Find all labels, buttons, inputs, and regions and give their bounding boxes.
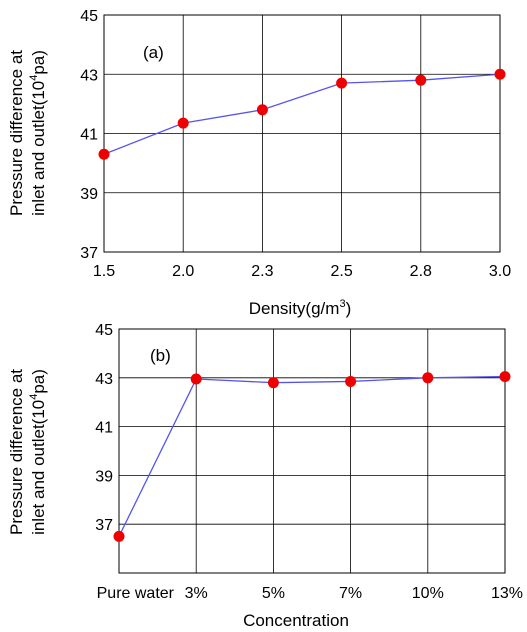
y-axis-title-b-sup: 4 <box>28 394 40 400</box>
y-axis-title-b-main: inlet and outlet(10 <box>29 400 48 535</box>
data-point-a-3 <box>336 77 348 89</box>
data-point-a-2 <box>256 104 268 116</box>
grid-b <box>119 329 505 573</box>
series-b <box>113 371 511 542</box>
y-axis-title-a-line2: inlet and outlet(104pa) <box>28 50 48 216</box>
y-axis-title-a-line1: Pressure difference at <box>7 50 26 216</box>
y-axis-title-b-line2: inlet and outlet(104pa) <box>28 369 48 535</box>
x-tick-labels-b: Pure water 3% 5% 7% 10% 13% <box>97 585 523 602</box>
data-point-b-1 <box>190 373 202 385</box>
series-line-a <box>103 73 501 155</box>
data-point-b-4 <box>422 372 434 384</box>
y-tick-label-b-2: 41 <box>95 420 113 437</box>
x-tick-label-b-5: 13% <box>491 585 523 602</box>
y-tick-label-b-4: 45 <box>95 322 113 339</box>
data-point-a-4 <box>415 74 427 86</box>
y-axis-title-a-sup: 4 <box>28 75 40 81</box>
data-point-a-5 <box>494 68 506 80</box>
x-tick-label-a-1: 2.0 <box>172 263 194 280</box>
y-tick-label-a-2: 41 <box>80 127 98 144</box>
x-tick-label-a-4: 2.8 <box>410 263 432 280</box>
data-point-b-3 <box>345 375 357 387</box>
x-tick-label-b-0: Pure water <box>97 585 175 602</box>
x-tick-label-a-5: 3.0 <box>489 263 511 280</box>
y-axis-title-a: Pressure difference at inlet and outlet(… <box>7 50 48 216</box>
y-axis-title-a-tail: pa) <box>29 50 48 75</box>
data-point-a-0 <box>98 148 110 160</box>
series-a <box>98 68 506 160</box>
y-tick-label-a-1: 39 <box>80 186 98 203</box>
data-point-a-1 <box>177 117 189 129</box>
x-axis-title-a: Density(g/m3) <box>249 298 351 318</box>
y-tick-label-b-3: 43 <box>95 371 113 388</box>
y-axis-title-a-main: inlet and outlet(10 <box>29 81 48 216</box>
x-tick-label-b-4: 10% <box>412 585 444 602</box>
x-axis-title-a-sup: 3 <box>339 298 345 310</box>
y-tick-labels-a: 37 39 41 43 45 <box>80 8 98 262</box>
y-axis-title-b-tail: pa) <box>29 369 48 394</box>
panel-label-a: (a) <box>143 43 164 62</box>
y-tick-label-a-3: 43 <box>80 67 98 84</box>
y-tick-label-a-0: 37 <box>80 245 98 262</box>
x-axis-title-b: Concentration <box>243 611 349 630</box>
x-tick-label-b-1: 3% <box>185 585 208 602</box>
y-tick-label-a-4: 45 <box>80 8 98 25</box>
data-point-b-0 <box>113 530 125 542</box>
plot-area-b <box>118 328 506 574</box>
y-tick-label-b-0: 37 <box>95 517 113 534</box>
data-point-b-5 <box>499 371 511 383</box>
y-tick-labels-b: 37 39 41 43 45 <box>95 322 113 534</box>
x-tick-labels-a: 1.5 2.0 2.3 2.5 2.8 3.0 <box>93 263 511 280</box>
x-tick-label-b-3: 7% <box>339 585 362 602</box>
grid-a <box>104 15 500 252</box>
x-axis-title-a-tail: ) <box>346 299 352 318</box>
x-tick-label-b-2: 5% <box>262 585 285 602</box>
y-axis-title-b: Pressure difference at inlet and outlet(… <box>7 369 48 535</box>
chart-panel-b: 37 39 41 43 45 Pure water 3% 5% 7% 10% 13% (b) Co… <box>7 322 523 630</box>
series-line-b <box>118 375 506 537</box>
panel-label-b: (b) <box>150 346 171 365</box>
x-axis-title-a-main: Density(g/m <box>249 299 340 318</box>
x-tick-label-a-2: 2.3 <box>251 263 273 280</box>
data-point-b-2 <box>267 377 279 389</box>
x-tick-label-a-3: 2.5 <box>330 263 352 280</box>
y-tick-label-b-1: 39 <box>95 468 113 485</box>
y-axis-title-b-line1: Pressure difference at <box>7 369 26 535</box>
x-tick-label-a-0: 1.5 <box>93 263 115 280</box>
